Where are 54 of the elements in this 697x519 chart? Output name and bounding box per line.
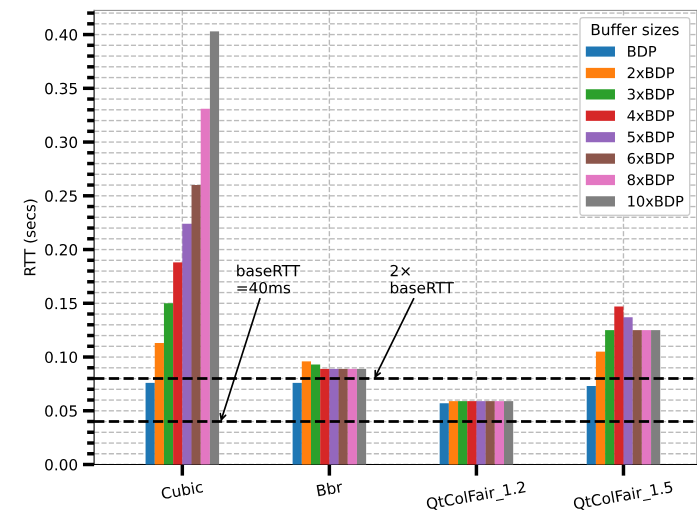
bar <box>614 306 624 465</box>
legend-label: 4xBDP <box>627 110 674 121</box>
bar <box>642 330 652 465</box>
bar <box>338 368 348 465</box>
bar <box>651 330 660 465</box>
y-tick-label: 0.20 <box>45 244 78 256</box>
bar <box>623 317 633 465</box>
y-tick-label: 0.15 <box>45 298 77 310</box>
bar <box>192 185 201 465</box>
legend-label: 3xBDP <box>628 88 674 100</box>
y-tick-label: 0.05 <box>45 405 77 417</box>
bar <box>494 401 504 465</box>
bar <box>154 343 164 465</box>
bar <box>292 382 302 465</box>
legend-label: 2xBDP <box>628 67 674 78</box>
y-tick-label: 0.10 <box>45 351 78 364</box>
x-tick-label: Cubic <box>160 480 204 500</box>
bar <box>200 108 210 465</box>
bar <box>164 303 174 465</box>
legend-label: BDP <box>628 46 656 57</box>
bar <box>605 330 614 465</box>
bar <box>486 401 495 465</box>
ref-line-label: 2× baseRTT <box>390 264 454 294</box>
legend-title: Buffer sizes <box>592 24 679 36</box>
bar <box>632 330 642 465</box>
x-tick-label: Bbr <box>316 480 344 496</box>
bar <box>210 31 220 465</box>
bar <box>302 361 311 465</box>
bar <box>173 262 182 465</box>
bar <box>440 403 449 465</box>
legend-label: 10xBDP <box>628 196 684 207</box>
bar <box>504 401 514 465</box>
bar <box>146 382 155 465</box>
bar <box>348 368 357 465</box>
bar <box>356 368 366 465</box>
bar <box>467 401 476 465</box>
y-tick-label: 0.35 <box>45 82 77 94</box>
bar <box>476 401 486 465</box>
y-tick-label: 0.40 <box>45 29 78 41</box>
legend-label: 6xBDP <box>628 152 674 164</box>
bar <box>310 364 320 465</box>
legend-label: 8xBDP <box>628 174 674 186</box>
legend-label: 5xBDP <box>628 132 674 142</box>
y-tick-label: 0.25 <box>45 190 77 202</box>
y-axis-title: RTT (secs) <box>24 200 38 276</box>
bar <box>596 352 606 465</box>
bar <box>458 401 468 465</box>
y-tick-label: 0.00 <box>45 458 78 471</box>
ref-line-label: baseRTT =40ms <box>237 264 300 294</box>
bar <box>320 368 330 465</box>
bar <box>182 224 192 465</box>
bar <box>448 401 458 465</box>
bar <box>586 386 596 465</box>
y-tick-label: 0.30 <box>45 136 78 148</box>
